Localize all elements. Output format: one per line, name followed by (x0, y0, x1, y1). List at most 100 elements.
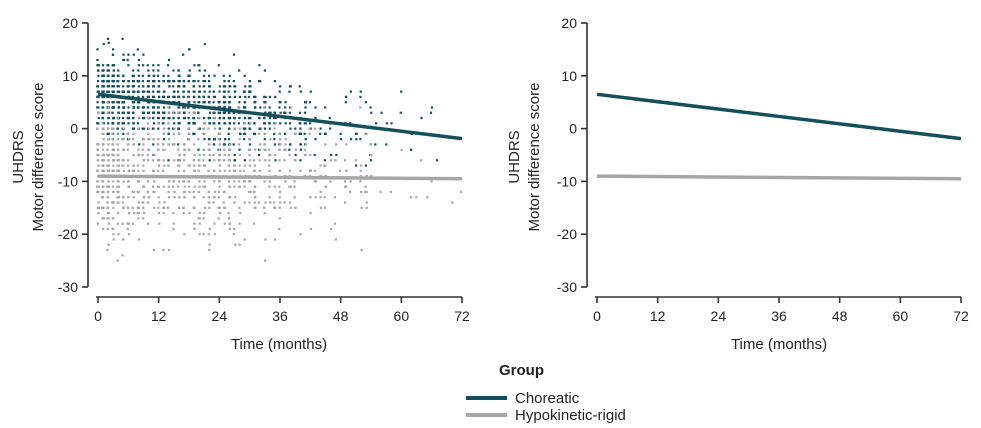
left-panel-point-hypokinetic-rigid (153, 153, 156, 157)
left-panel-point-hypokinetic-rigid (252, 159, 256, 162)
left-panel-point-choreatic (269, 111, 272, 114)
left-panel-point-choreatic (229, 106, 232, 109)
left-panel-point-hypokinetic-rigid (309, 153, 312, 157)
left-panel-point-hypokinetic-rigid (198, 222, 201, 225)
left-panel-point-choreatic (243, 90, 246, 93)
left-panel-point-choreatic (111, 111, 114, 114)
left-panel-point-hypokinetic-rigid (308, 132, 311, 135)
left-panel-point-hypokinetic-rigid (360, 190, 363, 194)
left-panel-point-choreatic (207, 95, 210, 99)
left-panel-point-choreatic (218, 85, 222, 88)
left-panel-point-hypokinetic-rigid (197, 217, 200, 220)
left-panel-point-choreatic (131, 111, 135, 114)
left-panel-point-choreatic (203, 69, 206, 72)
left-panel-point-hypokinetic-rigid (97, 159, 100, 162)
left-panel-point-hypokinetic-rigid (263, 106, 266, 109)
left-panel-point-hypokinetic-rigid (152, 190, 155, 194)
left-panel-point-hypokinetic-rigid (197, 169, 200, 172)
left-panel-point-choreatic (238, 69, 241, 72)
left-panel-point-choreatic (111, 101, 115, 104)
left-panel-point-choreatic (193, 90, 196, 93)
left-panel-point-choreatic (152, 69, 155, 72)
left-panel-point-hypokinetic-rigid (132, 190, 136, 194)
left-panel-point-hypokinetic-rigid (259, 148, 262, 151)
left-panel-point-choreatic (197, 95, 201, 99)
left-panel-point-choreatic (182, 95, 185, 99)
left-panel-point-choreatic (243, 116, 247, 120)
left-panel-point-hypokinetic-rigid (151, 159, 155, 162)
left-panel-point-choreatic (122, 132, 125, 135)
left-panel-point-hypokinetic-rigid (304, 143, 308, 146)
left-panel-point-hypokinetic-rigid (147, 222, 150, 225)
left-panel-point-hypokinetic-rigid (203, 132, 206, 135)
left-panel-point-hypokinetic-rigid (202, 122, 206, 125)
left-panel-point-choreatic (187, 90, 190, 93)
left-panel-point-choreatic (156, 74, 160, 77)
left-panel-point-choreatic (102, 111, 105, 114)
legend-title: Group (499, 362, 544, 379)
left-panel-point-choreatic (132, 122, 135, 125)
left-panel-point-hypokinetic-rigid (101, 180, 105, 183)
left-panel-point-choreatic (188, 69, 191, 72)
left-panel-point-choreatic (213, 122, 216, 125)
left-panel-point-choreatic (167, 58, 171, 62)
left-panel-point-choreatic (223, 95, 226, 99)
left-panel-x-tick-label: 48 (333, 308, 349, 324)
left-panel-point-choreatic (142, 90, 145, 93)
left-panel-point-choreatic (132, 74, 135, 77)
left-panel-point-choreatic (244, 95, 247, 99)
left-panel-point-hypokinetic-rigid (213, 127, 217, 130)
left-panel-point-hypokinetic-rigid (151, 185, 155, 188)
left-panel-point-choreatic (193, 64, 196, 67)
left-panel-point-choreatic (136, 48, 139, 51)
left-panel-point-choreatic (106, 90, 109, 93)
left-panel-point-choreatic (329, 127, 332, 130)
left-panel-point-choreatic (102, 43, 105, 46)
left-panel-point-choreatic (96, 79, 100, 83)
left-panel-point-choreatic (268, 111, 271, 114)
left-panel-point-hypokinetic-rigid (112, 206, 115, 209)
left-panel-point-hypokinetic-rigid (142, 169, 145, 172)
right-panel-x-tick-label: 36 (771, 308, 787, 324)
left-panel-point-choreatic (303, 132, 306, 135)
left-panel-point-choreatic (202, 74, 206, 77)
left-panel-point-hypokinetic-rigid (152, 248, 155, 252)
left-panel-point-choreatic (222, 106, 225, 109)
left-panel-point-hypokinetic-rigid (193, 153, 196, 157)
left-panel-point-choreatic (158, 95, 161, 99)
left-panel-x-tick-label: 36 (272, 308, 288, 324)
left-panel-point-hypokinetic-rigid (268, 148, 271, 151)
left-panel-point-hypokinetic-rigid (197, 127, 200, 130)
left-panel-point-choreatic (101, 116, 104, 120)
left-panel-point-hypokinetic-rigid (122, 148, 125, 151)
left-panel-point-hypokinetic-rigid (107, 138, 110, 141)
left-panel-point-hypokinetic-rigid (248, 180, 251, 183)
left-panel-point-hypokinetic-rigid (106, 164, 109, 167)
left-panel-point-hypokinetic-rigid (173, 127, 176, 130)
left-panel-point-hypokinetic-rigid (97, 201, 100, 204)
legend-label-hypokinetic-rigid: Hypokinetic-rigid (515, 407, 626, 423)
left-panel-point-choreatic (97, 122, 100, 125)
left-panel-point-choreatic (258, 64, 261, 67)
left-panel-point-hypokinetic-rigid (202, 159, 205, 162)
left-panel-point-choreatic (197, 79, 200, 83)
left-panel-point-choreatic (212, 101, 215, 104)
left-panel-y-axis-title-line1: UHDRS (10, 130, 27, 183)
left-panel-point-choreatic (278, 90, 281, 93)
left-panel-point-choreatic (309, 90, 312, 93)
left-panel-point-choreatic (233, 116, 236, 120)
left-panel-point-hypokinetic-rigid (117, 196, 120, 199)
left-panel-point-hypokinetic-rigid (116, 164, 119, 167)
left-panel-point-hypokinetic-rigid (232, 233, 235, 236)
left-panel-point-choreatic (187, 106, 190, 109)
left-panel-point-hypokinetic-rigid (299, 233, 302, 236)
left-panel-point-hypokinetic-rigid (248, 138, 251, 141)
left-panel-point-hypokinetic-rigid (102, 169, 105, 172)
left-panel-point-hypokinetic-rigid (202, 127, 205, 130)
left-panel-point-choreatic (111, 53, 115, 56)
left-panel-point-choreatic (192, 85, 195, 88)
left-panel-point-hypokinetic-rigid (117, 190, 120, 194)
left-panel-point-hypokinetic-rigid (157, 138, 160, 141)
left-panel-y-tick-label: -20 (58, 226, 78, 242)
left-panel-point-choreatic (242, 127, 246, 130)
